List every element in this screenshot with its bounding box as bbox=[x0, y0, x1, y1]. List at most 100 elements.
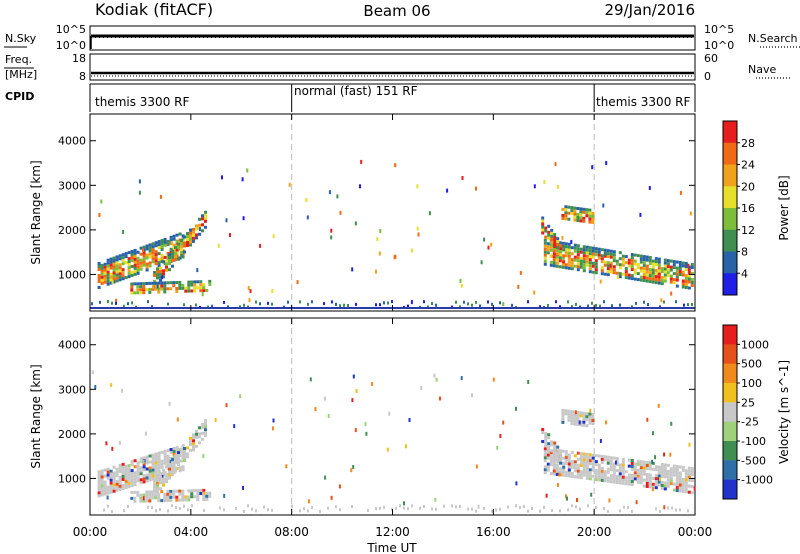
velocity-echo-cell bbox=[582, 423, 586, 427]
velocity-echo-cell bbox=[97, 470, 101, 474]
velocity-scatter-cell bbox=[233, 424, 236, 429]
velocity-echo-cell bbox=[205, 491, 209, 495]
velocity-echo-cell bbox=[591, 462, 595, 466]
velocity-echo-cell bbox=[130, 478, 134, 482]
power-scatter-cell bbox=[570, 239, 573, 244]
velocity-scatter-cell bbox=[110, 383, 113, 388]
power-echo-cell bbox=[154, 241, 158, 245]
power-near-range-cell bbox=[99, 300, 101, 304]
power-echo-cell bbox=[594, 247, 598, 251]
velocity-echo-cell bbox=[154, 496, 158, 500]
velocity-echo-cell bbox=[588, 477, 592, 481]
power-echo-cell bbox=[627, 264, 631, 268]
power-echo-cell bbox=[196, 286, 200, 290]
power-scatter-cell bbox=[446, 188, 449, 193]
power-scatter-cell bbox=[602, 203, 605, 208]
velocity-echo-cell bbox=[118, 487, 122, 491]
velocity-echo-cell bbox=[636, 480, 640, 484]
power-echo-cell bbox=[130, 274, 134, 277]
velocity-near-range-cell bbox=[187, 508, 189, 512]
velocity-scatter-cell bbox=[388, 411, 391, 416]
power-echo-cell bbox=[573, 243, 577, 247]
power-echo-cell bbox=[159, 272, 162, 276]
power-echo-cell bbox=[550, 234, 554, 238]
velocity-echo-cell bbox=[579, 461, 583, 465]
power-echo-cell bbox=[109, 266, 113, 270]
velocity-echo-cell bbox=[678, 483, 682, 487]
power-colorbar-label: 24 bbox=[741, 159, 755, 172]
power-echo-cell bbox=[606, 273, 610, 277]
velocity-near-range-cell bbox=[191, 504, 193, 508]
power-echo-cell bbox=[615, 262, 619, 266]
velocity-echo-cell bbox=[154, 470, 158, 474]
power-near-range-cell bbox=[527, 300, 529, 304]
velocity-echo-cell bbox=[675, 465, 679, 469]
power-near-range-cell bbox=[687, 303, 689, 307]
power-echo-cell bbox=[564, 266, 568, 270]
velocity-echo-cell bbox=[648, 482, 652, 486]
velocity-echo-cell bbox=[570, 422, 574, 426]
velocity-echo-cell bbox=[612, 468, 616, 472]
power-echo-cell bbox=[552, 261, 556, 265]
velocity-echo-cell bbox=[603, 458, 607, 462]
velocity-echo-cell bbox=[660, 487, 664, 490]
power-echo-cell bbox=[564, 211, 568, 215]
power-echo-cell bbox=[178, 286, 182, 290]
power-echo-cell bbox=[588, 211, 592, 215]
power-echo-cell bbox=[193, 286, 197, 290]
power-echo-cell bbox=[100, 263, 104, 267]
velocity-scatter-cell bbox=[565, 494, 567, 499]
velocity-echo-cell bbox=[168, 473, 171, 477]
velocity-colorbar-segment bbox=[723, 421, 737, 442]
power-echo-cell bbox=[174, 255, 177, 259]
velocity-echo-cell bbox=[202, 497, 206, 501]
velocity-scatter-cell bbox=[496, 445, 499, 450]
velocity-echo-cell bbox=[145, 458, 149, 462]
power-echo-cell bbox=[657, 269, 661, 273]
velocity-echo-cell bbox=[204, 434, 207, 438]
velocity-echo-cell bbox=[612, 477, 616, 481]
power-scatter-cell bbox=[296, 280, 299, 285]
velocity-echo-cell bbox=[594, 478, 598, 482]
velocity-echo-cell bbox=[648, 473, 652, 477]
velocity-echo-cell bbox=[142, 477, 146, 481]
power-echo-cell bbox=[163, 284, 167, 288]
velocity-echo-cell bbox=[172, 465, 176, 468]
power-echo-cell bbox=[550, 237, 554, 241]
velocity-echo-cell bbox=[588, 418, 592, 422]
velocity-echo-cell bbox=[103, 483, 107, 487]
velocity-scatter-cell bbox=[338, 484, 341, 489]
velocity-echo-cell bbox=[570, 413, 574, 417]
velocity-scatter-cell bbox=[576, 498, 578, 502]
velocity-echo-cell bbox=[639, 472, 643, 476]
power-echo-cell bbox=[175, 233, 179, 237]
power-scatter-cell bbox=[159, 194, 162, 199]
velocity-echo-cell bbox=[588, 468, 592, 472]
velocity-echo-cell bbox=[184, 495, 188, 499]
velocity-echo-cell bbox=[166, 448, 170, 452]
time-tick-label: 12:00 bbox=[375, 525, 410, 539]
velocity-scatter-cell bbox=[460, 376, 463, 381]
velocity-echo-cell bbox=[136, 479, 140, 483]
power-echo-cell bbox=[558, 241, 562, 245]
velocity-ytick-label: 4000 bbox=[58, 339, 86, 352]
velocity-echo-cell bbox=[630, 480, 634, 483]
velocity-echo-cell bbox=[154, 490, 158, 494]
power-echo-cell bbox=[184, 286, 188, 290]
velocity-echo-cell bbox=[205, 497, 209, 501]
power-echo-cell bbox=[555, 255, 559, 259]
power-scatter-cell bbox=[378, 251, 381, 256]
noise-right-tick-bottom: 10^0 bbox=[704, 39, 734, 52]
power-echo-cell bbox=[204, 213, 207, 217]
velocity-near-range-cell bbox=[339, 508, 341, 512]
power-scatter-cell bbox=[549, 253, 552, 258]
power-echo-cell bbox=[136, 291, 140, 295]
velocity-near-range-cell bbox=[539, 509, 541, 513]
velocity-echo-cell bbox=[192, 433, 195, 437]
power-scatter-cell bbox=[196, 268, 199, 273]
power-echo-cell bbox=[681, 285, 685, 289]
velocity-scatter-cell bbox=[608, 498, 611, 503]
velocity-scatter-cell bbox=[106, 495, 109, 500]
velocity-echo-cell bbox=[660, 463, 664, 466]
power-echo-cell bbox=[199, 286, 203, 290]
